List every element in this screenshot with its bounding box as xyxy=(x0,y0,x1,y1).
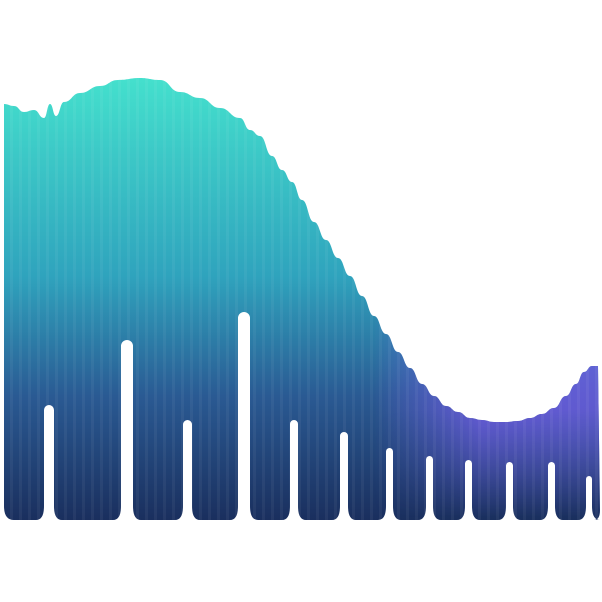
ridge-line xyxy=(100,78,103,520)
ridge-line xyxy=(19,78,22,520)
ridge-line xyxy=(379,78,382,520)
ridge-line xyxy=(163,78,166,520)
ridge-line xyxy=(82,78,85,520)
ridge-line xyxy=(532,78,535,520)
ridge-line xyxy=(55,78,58,520)
ridge-line xyxy=(433,78,436,520)
ridge-line xyxy=(253,78,256,520)
ridge-line xyxy=(442,78,445,520)
ridge-line xyxy=(514,78,517,520)
ridge-line xyxy=(469,78,472,520)
ridge-line xyxy=(424,78,427,520)
ridge-line xyxy=(91,78,94,520)
ridge-line xyxy=(460,78,463,520)
ridge-line xyxy=(10,78,13,520)
ridge-line xyxy=(541,78,544,520)
ridge-line xyxy=(487,78,490,520)
ridge-line xyxy=(523,78,526,520)
ridge-line xyxy=(73,78,76,520)
ridge-line xyxy=(244,78,247,520)
ridge-line xyxy=(217,78,220,520)
ridge-line xyxy=(154,78,157,520)
ridge-line xyxy=(586,78,589,520)
ridge-line xyxy=(109,78,112,520)
ridge-line xyxy=(406,78,409,520)
ridge-line xyxy=(397,78,400,520)
ridge-line xyxy=(235,78,238,520)
ridge-line xyxy=(289,78,292,520)
ridge-line xyxy=(46,78,49,520)
ridge-line xyxy=(307,78,310,520)
ridge-line xyxy=(559,78,562,520)
ridge-line xyxy=(226,78,229,520)
ridge-line xyxy=(568,78,571,520)
ridge-line xyxy=(415,78,418,520)
ridge-line xyxy=(361,78,364,520)
ridge-line xyxy=(145,78,148,520)
ridge-line xyxy=(64,78,67,520)
ridge-line xyxy=(451,78,454,520)
ridge-line xyxy=(505,78,508,520)
ridge-line xyxy=(190,78,193,520)
ridge-line xyxy=(136,78,139,520)
ridge-line xyxy=(262,78,265,520)
ridge-line xyxy=(271,78,274,520)
ridge-line xyxy=(37,78,40,520)
ridge-line xyxy=(478,78,481,520)
ridge-line xyxy=(325,78,328,520)
ridge-line xyxy=(181,78,184,520)
ridge-line xyxy=(343,78,346,520)
ridge-line xyxy=(352,78,355,520)
ridge-line xyxy=(388,78,391,520)
ridge-line xyxy=(370,78,373,520)
ridge-line xyxy=(298,78,301,520)
ridge-line xyxy=(334,78,337,520)
ridge-line xyxy=(496,78,499,520)
ridge-line xyxy=(208,78,211,520)
ridge-line xyxy=(550,78,553,520)
ridge-line xyxy=(280,78,283,520)
ridge-line xyxy=(118,78,121,520)
ridge-line xyxy=(595,78,598,520)
ridge-line xyxy=(28,78,31,520)
ridge-line xyxy=(127,78,130,520)
ridge-line xyxy=(172,78,175,520)
ridge-line xyxy=(199,78,202,520)
ridge-line xyxy=(316,78,319,520)
ridge-line xyxy=(577,78,580,520)
